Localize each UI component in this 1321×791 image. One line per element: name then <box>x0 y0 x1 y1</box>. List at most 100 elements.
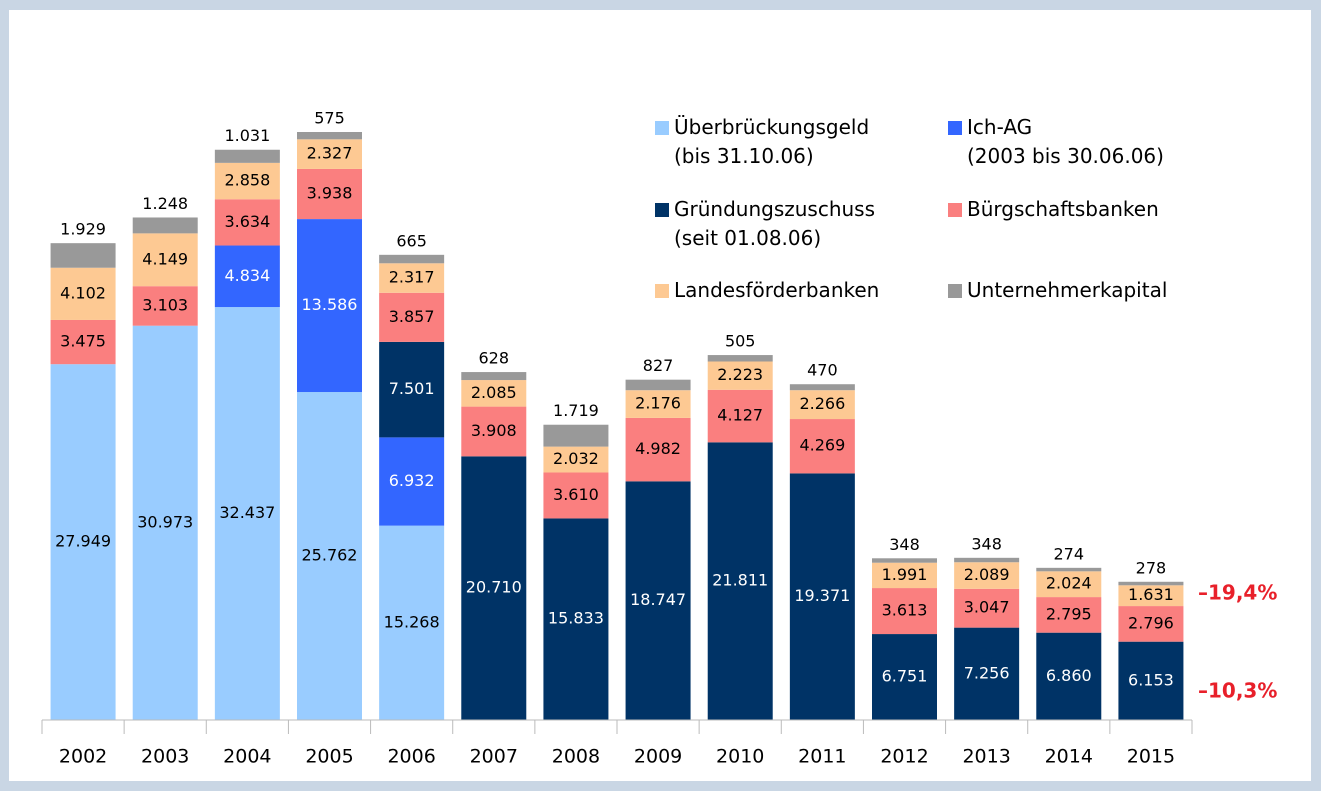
value-label: 2.223 <box>717 365 763 384</box>
bar-segment <box>461 456 527 720</box>
bar-segment <box>214 245 280 308</box>
value-label: 470 <box>807 361 838 380</box>
value-label: 665 <box>396 231 427 250</box>
value-label: 1.991 <box>882 565 928 584</box>
bar-segment <box>625 390 691 418</box>
bar-segment <box>543 424 609 447</box>
bar-segment <box>707 361 773 390</box>
value-label: 2.795 <box>1046 604 1092 623</box>
bar-segment <box>214 199 280 246</box>
value-label: 2.032 <box>553 449 599 468</box>
bar-segment <box>1118 585 1184 607</box>
value-label: 6.932 <box>389 471 435 490</box>
bar-segment <box>625 417 691 482</box>
value-label: 15.833 <box>548 609 604 628</box>
value-label: 348 <box>971 534 1002 553</box>
x-tick-label: 2009 <box>634 746 682 768</box>
value-label: 3.908 <box>471 421 517 440</box>
value-label: 6.751 <box>882 667 928 686</box>
bar-segment <box>379 437 445 526</box>
x-tick-label: 2004 <box>223 746 271 768</box>
value-label: 27.949 <box>55 532 111 551</box>
value-label: 505 <box>725 332 756 351</box>
bar-segment <box>789 384 855 391</box>
value-label: 2.176 <box>635 394 681 413</box>
bar-segment <box>379 263 445 293</box>
bar-segment <box>50 364 116 720</box>
bar-segment <box>954 588 1020 628</box>
annotation: –10,3% <box>1198 679 1277 703</box>
value-label: 30.973 <box>137 512 193 531</box>
value-label: 2.796 <box>1128 613 1174 632</box>
value-label: 6.860 <box>1046 666 1092 685</box>
bar-segment <box>214 162 280 200</box>
bar-segment <box>379 341 445 438</box>
bar-segment <box>954 627 1020 720</box>
bar-segment <box>872 558 937 563</box>
bar-segment <box>214 307 280 720</box>
x-tick-label: 2005 <box>305 746 353 768</box>
bar-segment <box>379 525 445 720</box>
bar-segment <box>872 634 937 720</box>
value-label: 2.317 <box>389 268 435 287</box>
value-label: 3.857 <box>389 307 435 326</box>
value-label: 32.437 <box>219 503 275 522</box>
value-label: 1.248 <box>142 194 188 213</box>
value-label: 2.024 <box>1046 574 1092 593</box>
legend-label: Bürgschaftsbanken <box>967 197 1159 221</box>
value-label: 3.610 <box>553 485 599 504</box>
value-label: 827 <box>643 356 674 375</box>
value-label: 3.613 <box>882 601 928 620</box>
bar-segment <box>132 325 198 720</box>
legend-label: Landesförderbanken <box>674 278 880 302</box>
bar-segment <box>872 588 937 635</box>
bar-segment <box>872 562 937 589</box>
value-label: 3.938 <box>307 184 353 203</box>
value-label: 7.501 <box>389 379 435 398</box>
bar-segment <box>543 518 609 720</box>
bar-segment <box>543 472 609 519</box>
value-label: 4.269 <box>799 436 845 455</box>
value-label: 2.089 <box>964 565 1010 584</box>
legend-swatch <box>948 121 962 135</box>
value-label: 3.634 <box>224 212 270 231</box>
x-tick-label: 2014 <box>1045 746 1093 768</box>
value-label: 18.747 <box>630 590 686 609</box>
value-label: 1.631 <box>1128 585 1174 604</box>
annotation: –19,4% <box>1198 581 1277 605</box>
bar-segment <box>297 168 362 220</box>
bar-segment <box>297 132 362 140</box>
bar-segment <box>461 372 527 381</box>
bar-segment <box>789 419 855 474</box>
value-label: 2.858 <box>224 171 270 190</box>
value-label: 7.256 <box>964 663 1010 682</box>
value-label: 21.811 <box>712 571 768 590</box>
bar-segment <box>707 355 773 362</box>
bar-segment <box>50 319 116 365</box>
legend-label: Gründungszuschuss (seit 01.08.06) <box>674 197 876 250</box>
value-label: 2.266 <box>799 394 845 413</box>
legend-label: Unternehmerkapital <box>967 278 1168 302</box>
x-tick-label: 2011 <box>798 746 846 768</box>
bar-segment <box>1036 632 1102 720</box>
x-tick-label: 2007 <box>470 746 518 768</box>
value-label: 19.371 <box>794 586 850 605</box>
bar-segment <box>50 267 116 320</box>
bar-segment <box>132 217 198 234</box>
value-label: 3.103 <box>142 295 188 314</box>
value-label: 25.762 <box>302 546 358 565</box>
x-tick-label: 2013 <box>962 746 1010 768</box>
bar-segment <box>789 390 855 420</box>
bar-segment <box>625 379 691 391</box>
value-label: 3.047 <box>964 598 1010 617</box>
legend-swatch <box>655 121 669 135</box>
legend-swatch <box>655 284 669 298</box>
bar-segment <box>50 243 116 268</box>
legend-label: Überbrückungsgeld (bis 31.10.06) <box>674 115 870 168</box>
bar-segment <box>707 442 773 720</box>
bar-segment <box>1036 571 1102 598</box>
value-label: 6.153 <box>1128 670 1174 689</box>
bar-segment <box>543 446 609 473</box>
value-label: 628 <box>479 349 510 368</box>
bar-segment <box>461 380 527 407</box>
